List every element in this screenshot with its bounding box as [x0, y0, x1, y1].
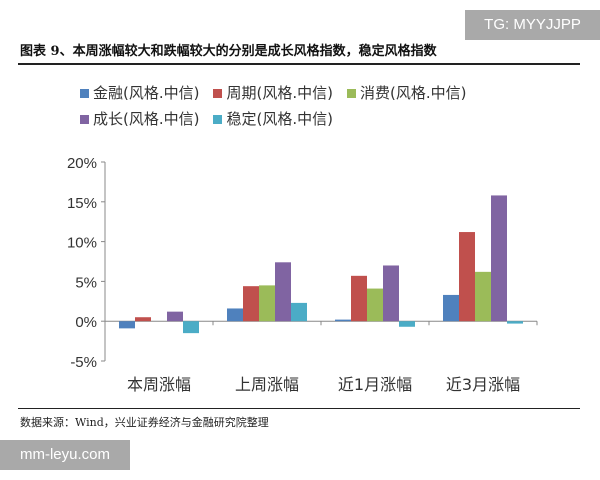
bar: [459, 232, 475, 322]
title-rule: [18, 63, 580, 65]
y-tick-label: -5%: [70, 354, 97, 371]
bar: [475, 271, 491, 322]
bar: [399, 321, 415, 327]
y-tick-label: 20%: [67, 155, 97, 172]
legend-label: 周期(风格.中信): [226, 84, 333, 102]
source-rule: [18, 408, 580, 409]
bar: [383, 265, 399, 322]
y-tick-label: 15%: [67, 195, 97, 212]
legend-item: 消费(风格.中信): [346, 80, 467, 106]
legend-label: 消费(风格.中信): [359, 84, 467, 102]
bar: [259, 285, 275, 322]
legend-label: 成长(风格.中信): [93, 110, 200, 128]
x-tick-label: 本周涨幅: [127, 375, 191, 394]
bar: [443, 294, 459, 322]
bar: [335, 319, 351, 322]
legend-label: 稳定(风格.中信): [226, 110, 333, 128]
x-tick-label: 近1月涨幅: [338, 375, 412, 394]
bar: [291, 302, 307, 322]
legend-item: 稳定(风格.中信): [213, 106, 333, 132]
chart-title: 图表 9、本周涨幅较大和跌幅较大的分别是成长风格指数，稳定风格指数: [20, 44, 437, 59]
watermark-top: TG: MYYJJPP: [465, 10, 600, 40]
y-tick-label: 10%: [67, 235, 97, 252]
legend-swatch: [80, 89, 89, 98]
legend: 金融(风格.中信) 周期(风格.中信) 消费(风格.中信) 成长(风格.中信) 稳定(风…: [80, 80, 560, 132]
bar: [183, 321, 199, 334]
bar: [507, 321, 523, 324]
bar: [135, 317, 151, 322]
y-tick-label: 5%: [75, 274, 97, 291]
bar: [243, 286, 259, 322]
bar: [227, 308, 243, 322]
bar: [351, 275, 367, 322]
legend-label: 金融(风格.中信): [93, 84, 200, 102]
x-tick-label: 近3月涨幅: [446, 375, 520, 394]
bar: [491, 195, 507, 322]
bar: [119, 321, 135, 329]
source-note: 数据来源：Wind，兴业证券经济与金融研究院整理: [20, 416, 269, 429]
legend-swatch: [213, 89, 223, 98]
legend-item: 金融(风格.中信): [80, 80, 199, 106]
legend-swatch: [213, 115, 223, 124]
legend-swatch: [346, 89, 356, 98]
watermark-bottom: mm-leyu.com: [0, 440, 130, 470]
bar: [167, 311, 183, 322]
legend-item: 周期(风格.中信): [213, 80, 333, 106]
bar: [275, 262, 291, 322]
bar: [367, 288, 383, 322]
legend-item: 成长(风格.中信): [80, 106, 199, 132]
x-tick-label: 上周涨幅: [235, 375, 299, 394]
legend-swatch: [80, 115, 89, 124]
y-tick-label: 0%: [75, 314, 97, 331]
